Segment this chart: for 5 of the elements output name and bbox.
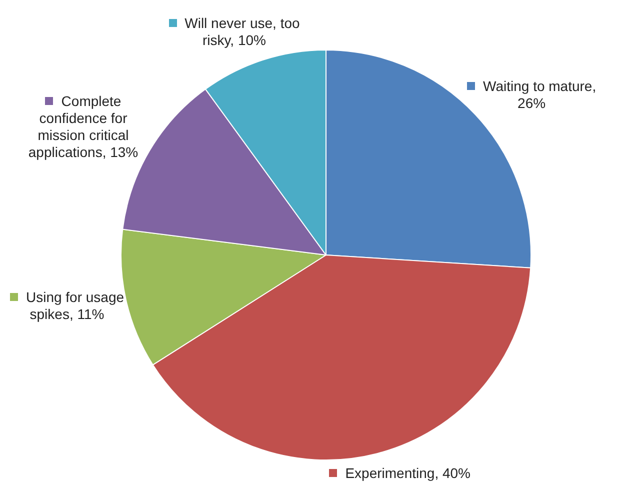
legend-label: Waiting to mature, 26% xyxy=(482,78,597,112)
legend-label: Will never use, too risky, 10% xyxy=(184,15,301,50)
legend-label: Experimenting, 40% xyxy=(344,464,472,482)
legend-label: Using for usage spikes, 11% xyxy=(24,289,126,324)
legend-label: Complete confidence for mission critical applications, 13% xyxy=(27,93,140,162)
